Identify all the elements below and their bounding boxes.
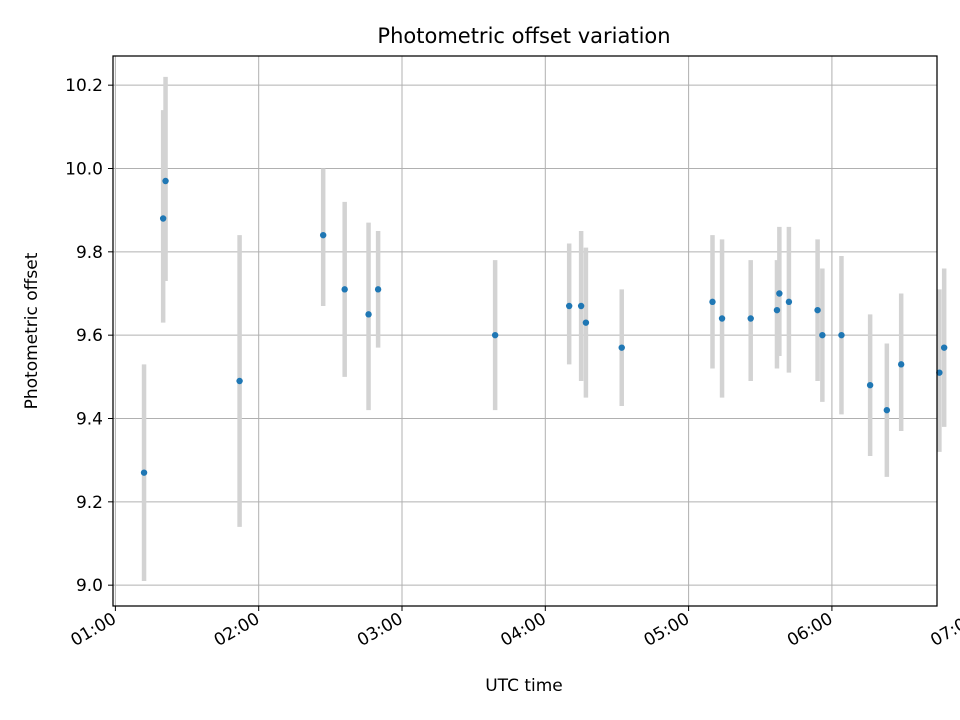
- data-point: [565, 302, 573, 310]
- grid: [113, 56, 937, 606]
- data-point: [582, 319, 590, 326]
- data-point: [776, 290, 783, 297]
- data-point: [159, 215, 167, 222]
- data-point: [319, 231, 327, 239]
- data-points: [140, 177, 948, 476]
- data-point: [819, 331, 826, 339]
- data-point: [491, 331, 499, 339]
- y-tick-label: 9.6: [76, 326, 103, 346]
- y-tick-label: 9.4: [76, 410, 103, 430]
- y-axis-ticks: 9.0 9.2 9.4 9.6 9.8 10.0 10.2: [65, 76, 113, 596]
- data-point: [162, 177, 169, 185]
- data-point: [618, 344, 625, 351]
- data-point: [236, 377, 243, 385]
- data-point: [365, 311, 372, 318]
- data-point: [814, 306, 821, 314]
- data-point: [936, 369, 943, 376]
- data-point: [718, 315, 726, 322]
- y-tick-label: 10.0: [65, 160, 103, 180]
- y-tick-label: 10.2: [65, 76, 103, 96]
- data-point: [838, 331, 845, 339]
- x-axis-title: UTC time: [485, 676, 563, 696]
- data-point: [940, 344, 948, 351]
- data-point: [897, 361, 905, 368]
- data-point: [341, 286, 348, 293]
- data-point: [709, 298, 716, 306]
- data-point: [866, 381, 874, 389]
- y-axis-title: Photometric offset: [22, 252, 42, 409]
- data-point: [374, 286, 382, 293]
- data-point: [577, 302, 585, 310]
- data-point: [140, 469, 148, 476]
- data-point: [773, 306, 781, 314]
- x-axis-ticks: 01:00 02:00 03:00 04:00 05:00 06:00 07:00: [67, 606, 960, 651]
- y-tick-label: 9.0: [76, 576, 103, 596]
- data-point: [883, 406, 891, 414]
- plot-frame: [112, 55, 938, 607]
- data-point: [747, 315, 754, 322]
- y-tick-label: 9.8: [76, 243, 103, 263]
- y-tick-label: 9.2: [76, 493, 103, 513]
- data-point: [785, 298, 793, 306]
- chart-title: Photometric offset variation: [377, 24, 670, 48]
